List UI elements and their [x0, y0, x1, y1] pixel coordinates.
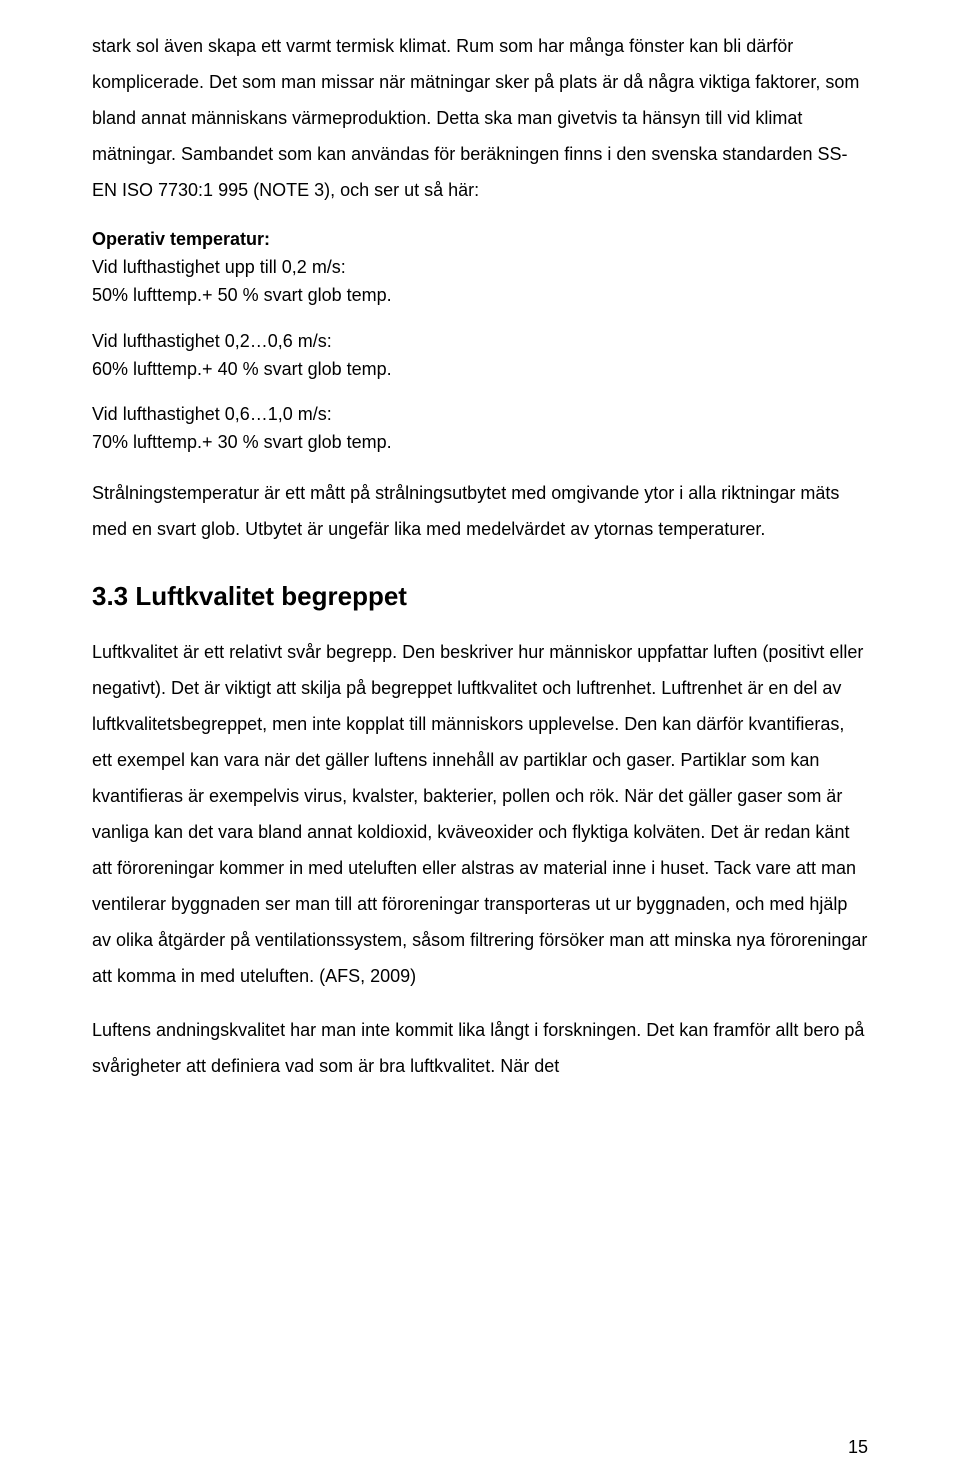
paragraph-airquality-main: Luftkvalitet är ett relativt svår begrep…: [92, 634, 868, 994]
section-heading-3-3: 3.3 Luftkvalitet begreppet: [92, 581, 868, 612]
document-page: stark sol även skapa ett varmt termisk k…: [0, 0, 960, 1478]
paragraph-airquality-cont: Luftens andningskvalitet har man inte ko…: [92, 1012, 868, 1084]
operativ-line-1: Vid lufthastighet upp till 0,2 m/s:: [92, 254, 868, 282]
operativ-temperatur-block: Operativ temperatur: Vid lufthastighet u…: [92, 226, 868, 310]
paragraph-radiation: Strålningstemperatur är ett mått på strå…: [92, 475, 868, 547]
operativ-line-2: 50% lufttemp.+ 50 % svart glob temp.: [92, 282, 868, 310]
velocity-2-line-1: Vid lufthastighet 0,6…1,0 m/s:: [92, 401, 868, 429]
operativ-heading: Operativ temperatur:: [92, 226, 868, 254]
page-number: 15: [848, 1437, 868, 1458]
velocity-1-line-1: Vid lufthastighet 0,2…0,6 m/s:: [92, 328, 868, 356]
paragraph-intro: stark sol även skapa ett varmt termisk k…: [92, 28, 868, 208]
velocity-block-1: Vid lufthastighet 0,2…0,6 m/s: 60% luftt…: [92, 328, 868, 384]
velocity-2-line-2: 70% lufttemp.+ 30 % svart glob temp.: [92, 429, 868, 457]
velocity-block-2: Vid lufthastighet 0,6…1,0 m/s: 70% luftt…: [92, 401, 868, 457]
velocity-1-line-2: 60% lufttemp.+ 40 % svart glob temp.: [92, 356, 868, 384]
